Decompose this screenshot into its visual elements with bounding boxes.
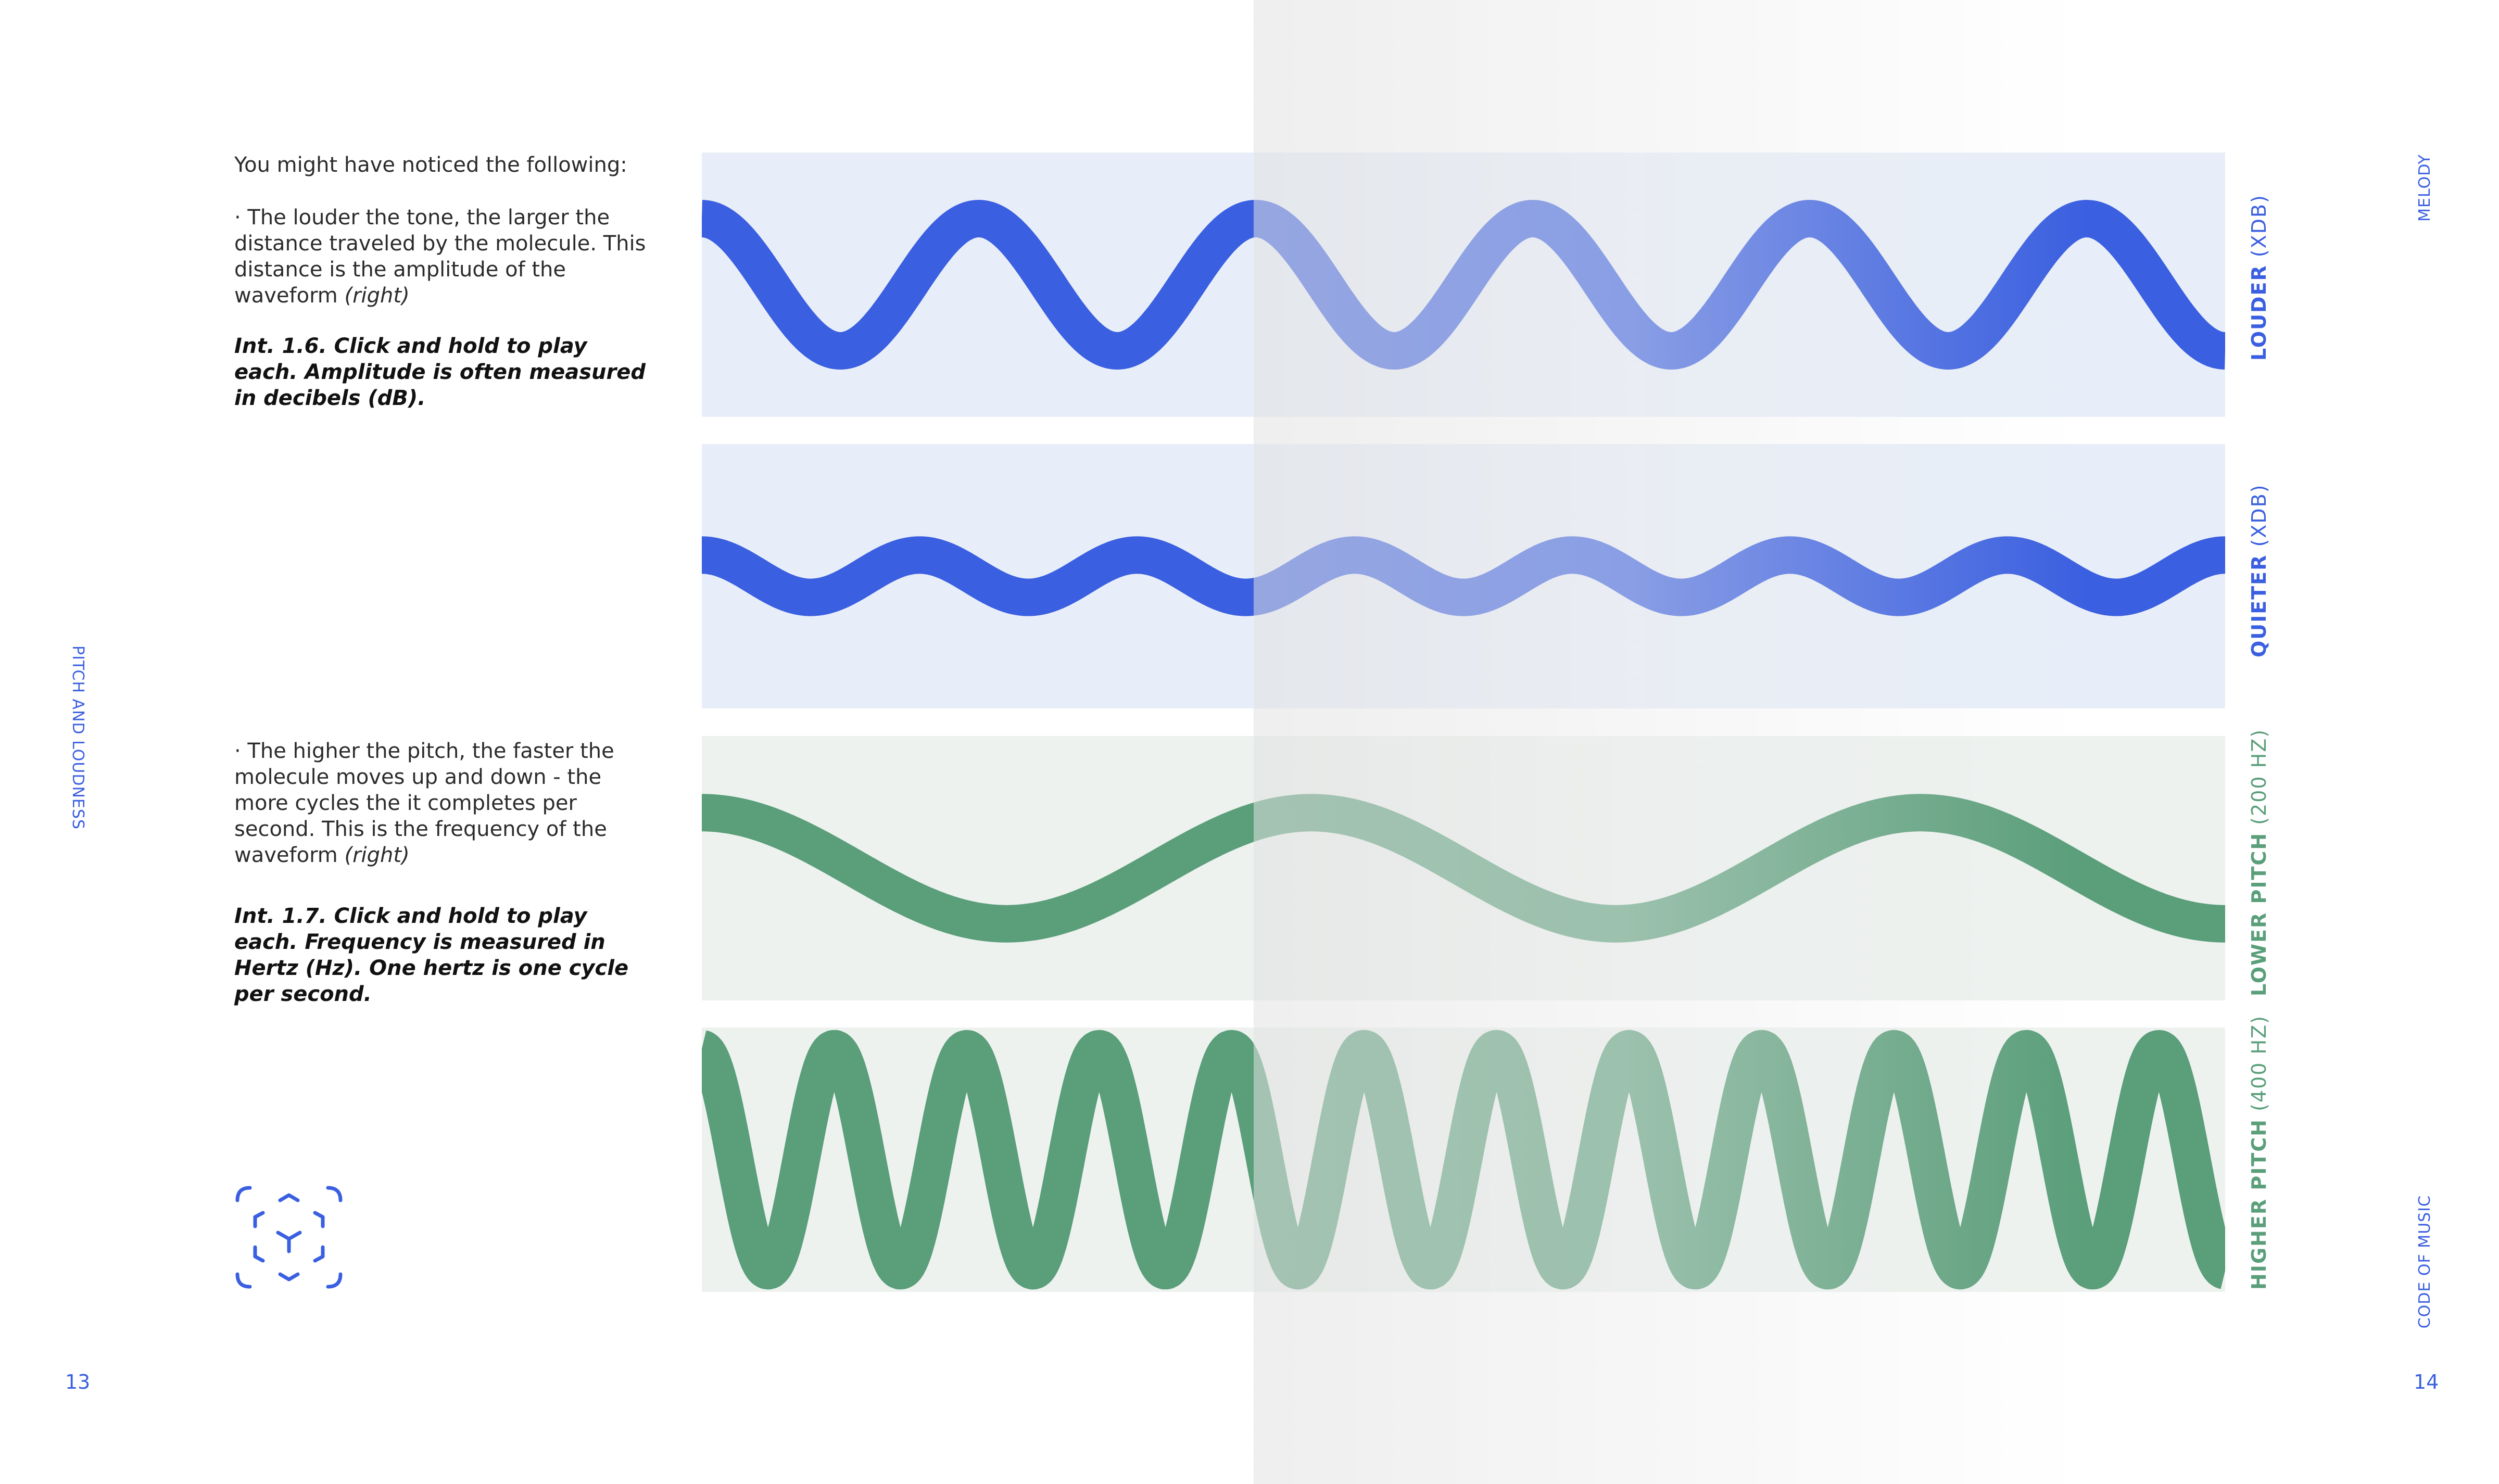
higher-pitch-waveform[interactable] <box>702 1028 2225 1292</box>
caption-ref: Int. 1.7. <box>234 904 327 928</box>
caption-int-1-6: Int. 1.6. Click and hold to play each. A… <box>234 333 651 411</box>
amplitude-paragraph: · The louder the tone, the larger the di… <box>234 205 651 309</box>
book-title-label: CODE OF MUSIC <box>2416 1195 2434 1329</box>
page-number-left: 13 <box>65 1371 91 1393</box>
quieter-waveform[interactable] <box>702 444 2225 708</box>
caption-ref: Int. 1.6. <box>234 334 327 358</box>
louder-wave-path <box>702 200 2225 370</box>
ar-cube-icon[interactable] <box>234 1183 344 1292</box>
label-lower-pitch: LOWER PITCH (200 HZ) <box>2248 729 2270 996</box>
intro-text: You might have noticed the following: <box>234 153 627 177</box>
caption-text: Click and hold to play each. Frequency i… <box>234 904 629 1006</box>
lower-pitch-waveform[interactable] <box>702 736 2225 1000</box>
label-lower-pitch-strong: LOWER PITCH <box>2248 832 2270 996</box>
label-lower-pitch-unit: (200 HZ) <box>2248 728 2270 832</box>
label-quieter-unit: (XDB) <box>2248 484 2270 554</box>
label-higher-pitch-strong: HIGHER PITCH <box>2248 1119 2270 1290</box>
wave-panel-quieter[interactable] <box>702 444 2225 708</box>
label-quieter: QUIETER (XDB) <box>2248 484 2270 658</box>
label-louder-strong: LOUDER <box>2248 264 2270 361</box>
label-louder-unit: (XDB) <box>2248 194 2270 265</box>
frequency-paragraph: · The higher the pitch, the faster the m… <box>234 738 651 868</box>
left-section-label: PITCH AND LOUDNESS <box>69 645 87 830</box>
frequency-text: · The higher the pitch, the faster the m… <box>234 739 614 867</box>
quieter-wave-path <box>702 536 2225 616</box>
lower-pitch-wave-path <box>702 794 2225 943</box>
page-number-right: 14 <box>2414 1371 2439 1393</box>
wave-panel-lower-pitch[interactable] <box>702 736 2225 1000</box>
label-higher-pitch-unit: (400 HZ) <box>2248 1015 2270 1119</box>
right-section-label: MELODY <box>2416 154 2434 222</box>
frequency-right-note: (right) <box>344 843 410 867</box>
amplitude-right-note: (right) <box>344 284 410 308</box>
caption-int-1-7: Int. 1.7. Click and hold to play each. F… <box>234 903 651 1007</box>
higher-pitch-wave-path <box>702 1030 2225 1290</box>
label-louder: LOUDER (XDB) <box>2248 194 2270 361</box>
wave-panel-higher-pitch[interactable] <box>702 1028 2225 1292</box>
louder-waveform[interactable] <box>702 153 2225 417</box>
caption-text: Click and hold to play each. Amplitude i… <box>234 334 646 410</box>
wave-panel-louder[interactable] <box>702 153 2225 417</box>
amplitude-text: · The louder the tone, the larger the di… <box>234 206 646 308</box>
label-higher-pitch: HIGHER PITCH (400 HZ) <box>2248 1015 2270 1290</box>
label-quieter-strong: QUIETER <box>2248 554 2270 657</box>
